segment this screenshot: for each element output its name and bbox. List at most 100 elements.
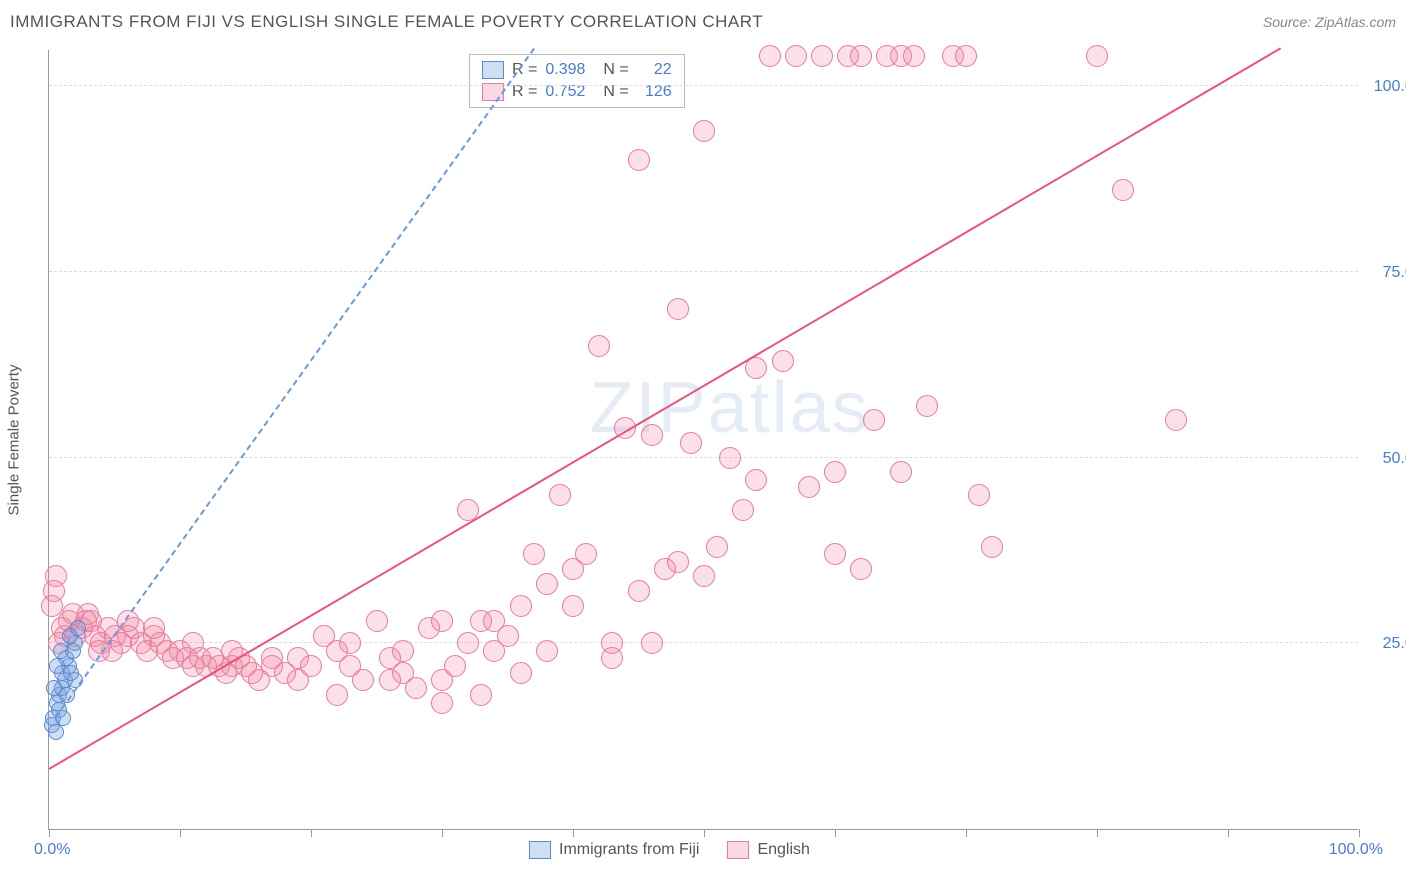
x-axis-min: 0.0%: [34, 841, 70, 859]
y-axis-title: Single Female Poverty: [6, 364, 23, 515]
x-tick: [704, 829, 705, 837]
data-point: [693, 120, 715, 142]
correlation-legend: R =0.398N =22R =0.752N =126: [469, 54, 685, 108]
data-point: [182, 632, 204, 654]
data-point: [562, 595, 584, 617]
x-tick: [311, 829, 312, 837]
data-point: [981, 536, 1003, 558]
gridline: [49, 457, 1358, 458]
legend-item: Immigrants from Fiji: [529, 841, 699, 859]
data-point: [641, 424, 663, 446]
data-point: [628, 149, 650, 171]
data-point: [759, 45, 781, 67]
data-point: [143, 617, 165, 639]
x-tick: [966, 829, 967, 837]
data-point: [850, 45, 872, 67]
watermark: ZIPatlas: [590, 367, 870, 449]
data-point: [366, 610, 388, 632]
y-tick-label: 100.0%: [1368, 78, 1406, 96]
data-point: [1165, 409, 1187, 431]
data-point: [680, 432, 702, 454]
data-point: [510, 595, 532, 617]
r-value: 0.398: [545, 61, 595, 79]
data-point: [261, 647, 283, 669]
x-tick: [442, 829, 443, 837]
data-point: [431, 692, 453, 714]
x-tick: [1359, 829, 1360, 837]
y-tick-label: 50.0%: [1368, 450, 1406, 468]
trend-line: [48, 47, 1280, 769]
series-legend: Immigrants from Fiji English: [529, 841, 810, 859]
x-tick: [835, 829, 836, 837]
legend-item: English: [727, 841, 809, 859]
n-value: 22: [637, 61, 672, 79]
data-point: [536, 573, 558, 595]
data-point: [287, 669, 309, 691]
data-point: [497, 625, 519, 647]
data-point: [798, 476, 820, 498]
data-point: [46, 680, 62, 696]
data-point: [405, 677, 427, 699]
data-point: [392, 640, 414, 662]
data-point: [824, 461, 846, 483]
data-point: [470, 684, 492, 706]
data-point: [719, 447, 741, 469]
data-point: [890, 461, 912, 483]
data-point: [850, 558, 872, 580]
x-tick: [49, 829, 50, 837]
data-point: [811, 45, 833, 67]
chart-header: IMMIGRANTS FROM FIJI VS ENGLISH SINGLE F…: [10, 8, 1396, 36]
data-point: [785, 45, 807, 67]
x-tick: [1097, 829, 1098, 837]
data-point: [732, 499, 754, 521]
data-point: [955, 45, 977, 67]
data-point: [70, 620, 86, 636]
y-tick-label: 25.0%: [1368, 635, 1406, 653]
data-point: [1112, 179, 1134, 201]
gridline: [49, 271, 1358, 272]
x-axis-max: 100.0%: [1329, 841, 1383, 859]
data-point: [863, 409, 885, 431]
data-point: [968, 484, 990, 506]
data-point: [523, 543, 545, 565]
data-point: [48, 724, 64, 740]
data-point: [667, 551, 689, 573]
data-point: [470, 610, 492, 632]
data-point: [63, 665, 79, 681]
legend-swatch: [727, 841, 749, 859]
legend-swatch: [482, 61, 504, 79]
data-point: [510, 662, 532, 684]
data-point: [824, 543, 846, 565]
data-point: [339, 632, 361, 654]
y-tick-label: 75.0%: [1368, 264, 1406, 282]
data-point: [431, 610, 453, 632]
gridline: [49, 642, 1358, 643]
data-point: [549, 484, 571, 506]
data-point: [628, 580, 650, 602]
data-point: [575, 543, 597, 565]
data-point: [457, 632, 479, 654]
data-point: [903, 45, 925, 67]
gridline: [49, 85, 1358, 86]
data-point: [536, 640, 558, 662]
data-point: [588, 335, 610, 357]
legend-label: Immigrants from Fiji: [559, 841, 699, 859]
data-point: [43, 580, 65, 602]
data-point: [745, 469, 767, 491]
data-point: [352, 669, 374, 691]
x-tick: [573, 829, 574, 837]
data-point: [53, 643, 69, 659]
source-label: Source: ZipAtlas.com: [1263, 14, 1396, 30]
x-tick: [1228, 829, 1229, 837]
data-point: [444, 655, 466, 677]
data-point: [601, 647, 623, 669]
legend-label: English: [757, 841, 809, 859]
data-point: [772, 350, 794, 372]
data-point: [916, 395, 938, 417]
data-point: [326, 684, 348, 706]
data-point: [221, 640, 243, 662]
data-point: [1086, 45, 1108, 67]
n-label: N =: [603, 61, 628, 79]
chart-title: IMMIGRANTS FROM FIJI VS ENGLISH SINGLE F…: [10, 12, 763, 32]
legend-swatch: [529, 841, 551, 859]
